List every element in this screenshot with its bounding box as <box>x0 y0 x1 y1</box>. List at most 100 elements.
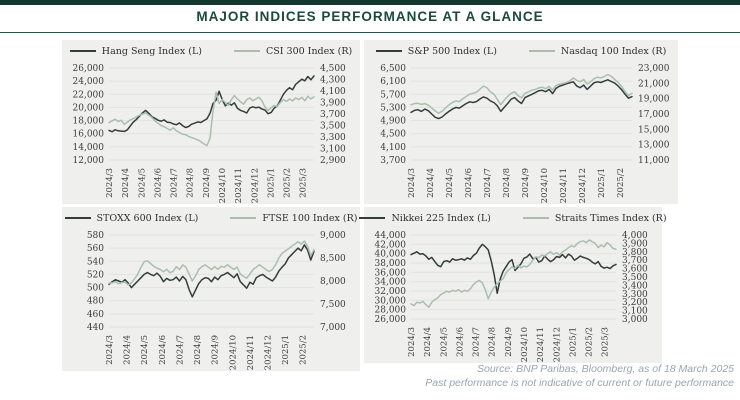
legend-item: Hang Seng Index (L) <box>69 45 202 57</box>
left-axis-ticks: 44,00042,00040,00038,00036,00034,00032,0… <box>375 231 407 325</box>
legend-label: S&P 500 Index (L) <box>407 45 497 57</box>
svg-text:2025/2: 2025/2 <box>283 168 293 198</box>
svg-text:40,000: 40,000 <box>375 250 407 260</box>
svg-text:8,000: 8,000 <box>320 277 346 287</box>
legend-item: Straits Times Index (R) <box>522 212 667 224</box>
svg-text:2024/3: 2024/3 <box>105 335 115 365</box>
legend-item: S&P 500 Index (L) <box>375 45 497 57</box>
legend-item: Nasdaq 100 Index (R) <box>528 46 666 57</box>
chart-plot: 580 560 540 520 500 480 460 440 9,000 8,500 8,000 7… <box>87 231 346 370</box>
svg-text:2024/7: 2024/7 <box>175 335 185 365</box>
legend-item: FTSE 100 Index (R) <box>230 213 357 224</box>
svg-text:3,000: 3,000 <box>622 315 648 325</box>
svg-text:7,000: 7,000 <box>320 323 346 333</box>
svg-text:22,000: 22,000 <box>73 90 105 100</box>
right-axis-ticks: 4,0003,9003,8003,7003,6003,5003,4003,300… <box>622 231 648 325</box>
svg-text:4,300: 4,300 <box>320 76 346 86</box>
svg-text:2024/5: 2024/5 <box>140 335 150 365</box>
left-axis-ticks: 6,500 6,100 5,700 5,300 4,900 4,500 4,100 3,700 <box>380 64 406 166</box>
chart-panel-stoxx600-ftse100: STOXX 600 Index (L) FTSE 100 Index (R) 58… <box>62 207 360 371</box>
svg-text:2024/9: 2024/9 <box>211 335 221 365</box>
svg-text:38,000: 38,000 <box>375 259 407 269</box>
svg-text:17,000: 17,000 <box>638 110 670 120</box>
left-axis-ticks: 580 560 540 520 500 480 460 440 <box>87 231 104 333</box>
chart-legend: Nikkei 225 Index (L) Straits Times Index … <box>359 207 667 229</box>
svg-text:2024/9: 2024/9 <box>202 168 212 198</box>
header-accent-bar <box>0 0 740 5</box>
svg-text:440: 440 <box>87 323 104 333</box>
svg-text:7,500: 7,500 <box>320 300 346 310</box>
legend-line-swatch <box>230 217 257 219</box>
legend-line-swatch <box>359 217 386 219</box>
svg-text:2024/5: 2024/5 <box>445 168 455 198</box>
series-line-right <box>108 240 315 286</box>
svg-text:3,300: 3,300 <box>622 290 648 300</box>
svg-text:26,000: 26,000 <box>375 315 407 325</box>
gridlines <box>411 234 616 320</box>
svg-text:12,000: 12,000 <box>73 156 105 166</box>
svg-text:500: 500 <box>87 284 104 294</box>
chart-panel-hang-seng-csi-300: Hang Seng Index (L) CSI 300 Index (R) 26,… <box>62 40 360 204</box>
legend-item: STOXX 600 Index (L) <box>64 213 198 224</box>
svg-text:3,700: 3,700 <box>320 110 346 120</box>
svg-text:2025/2: 2025/2 <box>299 335 309 365</box>
svg-text:3,500: 3,500 <box>320 122 346 132</box>
series-line-right <box>410 239 617 308</box>
svg-text:42,000: 42,000 <box>375 240 407 250</box>
chart-plot: 26,000 24,000 22,000 20,000 18,000 16,000 14,0… <box>73 64 347 203</box>
svg-text:460: 460 <box>87 310 104 320</box>
svg-text:540: 540 <box>87 257 104 267</box>
svg-text:13,000: 13,000 <box>638 141 670 151</box>
svg-text:2024/6: 2024/6 <box>455 327 465 357</box>
svg-text:28,000: 28,000 <box>375 306 407 316</box>
series-line-left <box>108 75 315 133</box>
svg-text:2024/12: 2024/12 <box>250 168 260 203</box>
chart-plot: 6,500 6,100 5,700 5,300 4,900 4,500 4,100 3,700… <box>380 64 670 203</box>
chart-legend: STOXX 600 Index (L) FTSE 100 Index (R) <box>62 207 360 229</box>
x-axis-labels: 2024/3 2024/4 2024/5 2024/6 2024/7 2024/8 2024… <box>407 168 626 203</box>
svg-text:6,500: 6,500 <box>380 64 406 74</box>
svg-text:2024/11: 2024/11 <box>234 168 244 203</box>
svg-text:2024/8: 2024/8 <box>488 327 498 357</box>
svg-text:2024/10: 2024/10 <box>520 327 530 362</box>
svg-text:2024/4: 2024/4 <box>123 335 133 365</box>
svg-text:34,000: 34,000 <box>375 278 407 288</box>
svg-text:2024/11: 2024/11 <box>246 335 256 370</box>
right-axis-ticks: 23,000 21,000 19,000 17,000 15,000 13,000 11,0… <box>638 64 670 166</box>
svg-text:2024/10: 2024/10 <box>540 168 550 203</box>
svg-text:2025/3: 2025/3 <box>601 327 611 357</box>
disclaimer-line: Past performance is not indicative of cu… <box>425 376 734 389</box>
svg-text:2024/8: 2024/8 <box>193 335 203 365</box>
svg-text:2024/4: 2024/4 <box>121 168 131 198</box>
legend-label: CSI 300 Index (R) <box>265 45 353 57</box>
svg-text:6,100: 6,100 <box>380 77 406 87</box>
svg-text:24,000: 24,000 <box>73 77 105 87</box>
chart-legend: Hang Seng Index (L) CSI 300 Index (R) <box>62 40 360 62</box>
svg-text:2024/3: 2024/3 <box>407 168 417 198</box>
svg-text:26,000: 26,000 <box>73 64 105 74</box>
svg-text:2024/4: 2024/4 <box>426 168 436 198</box>
svg-text:4,100: 4,100 <box>320 87 346 97</box>
svg-text:2024/8: 2024/8 <box>502 168 512 198</box>
source-note: Source: BNP Paribas, Bloomberg, as of 18… <box>425 363 734 390</box>
svg-text:3,700: 3,700 <box>622 256 648 266</box>
gridlines <box>109 234 314 328</box>
legend-label: Straits Times Index (R) <box>554 212 667 224</box>
legend-line-swatch <box>522 217 549 219</box>
svg-text:4,100: 4,100 <box>380 143 406 153</box>
svg-text:560: 560 <box>87 244 104 254</box>
svg-text:2,900: 2,900 <box>320 156 346 166</box>
svg-text:2024/7: 2024/7 <box>472 327 482 357</box>
svg-text:2024/4: 2024/4 <box>423 327 433 357</box>
svg-text:2024/5: 2024/5 <box>137 168 147 198</box>
svg-text:2024/9: 2024/9 <box>521 168 531 198</box>
chart-panel-nikkei225-straits-times: Nikkei 225 Index (L) Straits Times Index … <box>359 207 667 363</box>
series-lines <box>108 75 315 147</box>
x-axis-labels: 2024/3 2024/4 2024/5 2024/6 2024/7 2024/8 2024… <box>105 168 309 203</box>
svg-text:2024/6: 2024/6 <box>158 335 168 365</box>
svg-text:2024/10: 2024/10 <box>218 168 228 203</box>
svg-text:2024/7: 2024/7 <box>483 168 493 198</box>
legend-label: Hang Seng Index (L) <box>101 45 202 57</box>
svg-text:2024/12: 2024/12 <box>552 327 562 362</box>
